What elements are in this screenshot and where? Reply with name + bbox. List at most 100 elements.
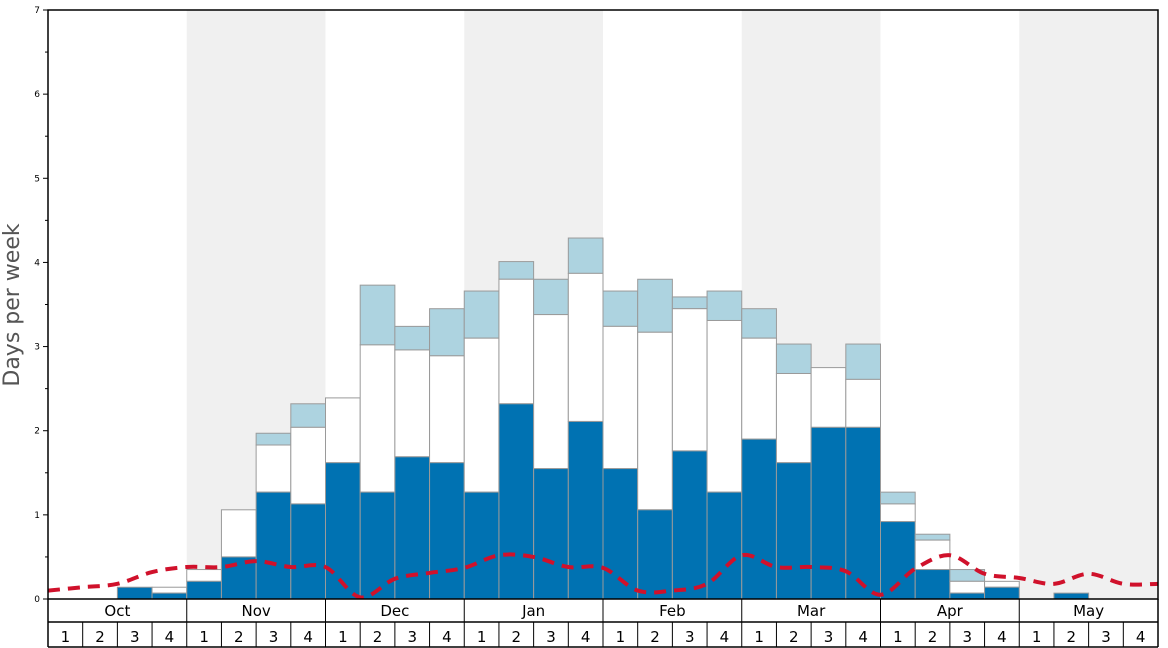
bar-base-segment xyxy=(533,468,569,600)
bar-mid-segment xyxy=(845,378,881,428)
month-label: Jan xyxy=(521,602,545,620)
week-label: 3 xyxy=(130,628,140,646)
y-tick-label: 6 xyxy=(34,90,40,100)
bar-mid-segment xyxy=(984,580,1020,588)
bar-mid-segment xyxy=(290,426,326,505)
month-band xyxy=(1019,10,1158,599)
bar-base-segment xyxy=(984,586,1020,600)
bar-mid-segment xyxy=(741,337,777,440)
bar-base-segment xyxy=(949,592,986,600)
month-label: Mar xyxy=(797,602,826,620)
bar-base-segment xyxy=(845,426,881,600)
week-label: 4 xyxy=(720,628,730,646)
week-label: 3 xyxy=(407,628,417,646)
week-label: 2 xyxy=(512,628,522,646)
bar-base-segment xyxy=(463,491,500,600)
bar-mid-segment xyxy=(533,314,569,470)
week-label: 3 xyxy=(269,628,279,646)
bar-mid-segment xyxy=(498,278,535,405)
week-label: 4 xyxy=(581,628,591,646)
bar-top-segment xyxy=(637,278,673,333)
y-tick-label: 3 xyxy=(34,343,40,353)
week-label: 2 xyxy=(650,628,660,646)
bar-top-segment xyxy=(359,284,396,346)
bar-base-segment xyxy=(880,521,916,600)
bar-top-segment xyxy=(671,296,708,310)
bar-base-segment xyxy=(671,450,708,600)
week-label: 4 xyxy=(1136,628,1146,646)
bar-top-segment xyxy=(498,261,535,280)
bar-base-segment xyxy=(498,403,535,600)
week-label: 1 xyxy=(893,628,903,646)
week-label: 2 xyxy=(928,628,938,646)
bar-base-segment xyxy=(325,462,361,600)
bar-mid-segment xyxy=(325,397,361,464)
bar-mid-segment xyxy=(671,308,708,452)
bar-base-segment xyxy=(290,503,326,600)
bar-mid-segment xyxy=(394,349,431,458)
month-label: Feb xyxy=(659,602,686,620)
bar-mid-segment xyxy=(255,444,292,493)
bar-base-segment xyxy=(741,438,777,600)
bar-top-segment xyxy=(533,278,569,316)
y-tick-label: 2 xyxy=(34,427,40,437)
bar-top-segment xyxy=(463,290,500,339)
bar-base-segment xyxy=(775,462,812,600)
week-label: 2 xyxy=(1067,628,1077,646)
bar-top-segment xyxy=(914,533,951,541)
bars xyxy=(116,237,1090,600)
week-label: 3 xyxy=(546,628,556,646)
bar-mid-segment xyxy=(359,344,396,493)
bar-base-segment xyxy=(255,491,292,600)
bar-top-segment xyxy=(845,343,881,380)
bar-base-segment xyxy=(186,580,222,600)
bar-top-segment xyxy=(775,343,812,374)
week-label: 3 xyxy=(1101,628,1111,646)
week-label: 2 xyxy=(373,628,383,646)
bar-top-segment xyxy=(602,290,639,327)
week-label: 2 xyxy=(95,628,105,646)
week-label: 1 xyxy=(199,628,209,646)
bar-mid-segment xyxy=(567,272,604,422)
bar-top-segment xyxy=(567,237,604,274)
week-label: 3 xyxy=(685,628,695,646)
bar-mid-segment xyxy=(880,503,916,523)
average-line-path xyxy=(47,552,1159,600)
bar-mid-segment xyxy=(637,331,673,511)
bar-top-segment xyxy=(706,290,743,321)
week-label: 2 xyxy=(789,628,799,646)
y-axis-label: Days per week xyxy=(0,223,25,386)
x-axis: Oct Nov Dec Jan Feb Mar Apr May 1 2 3 4 1 2 3 4 1 2 3 4 1 2 3 4… xyxy=(47,599,1159,648)
week-label: 1 xyxy=(477,628,487,646)
bar-base-segment xyxy=(394,456,431,600)
week-label: 2 xyxy=(234,628,244,646)
bar-mid-segment xyxy=(220,509,257,558)
y-tick-label: 0 xyxy=(34,595,40,605)
bar-mid-segment xyxy=(429,355,465,464)
week-label: 4 xyxy=(303,628,313,646)
bar-mid-segment xyxy=(151,586,188,594)
y-tick-label: 5 xyxy=(34,174,40,184)
month-label: May xyxy=(1073,602,1104,620)
week-label: 1 xyxy=(338,628,348,646)
month-label: Apr xyxy=(937,602,964,620)
month-label: Dec xyxy=(380,602,409,620)
week-label: 1 xyxy=(754,628,764,646)
bar-base-segment xyxy=(1053,592,1090,600)
bar-base-segment xyxy=(914,569,951,600)
bar-base-segment xyxy=(810,426,847,600)
bar-top-segment xyxy=(394,325,431,351)
month-label: Nov xyxy=(241,602,270,620)
bar-base-segment xyxy=(429,462,465,600)
week-label: 4 xyxy=(442,628,452,646)
bar-top-segment xyxy=(880,491,916,505)
month-label: Oct xyxy=(104,602,130,620)
bar-base-segment xyxy=(637,509,673,600)
y-tick-label: 4 xyxy=(34,258,40,268)
y-tick-label: 1 xyxy=(34,511,40,521)
bar-base-segment xyxy=(151,592,188,600)
bar-mid-segment xyxy=(706,319,743,493)
bar-top-segment xyxy=(741,308,777,339)
bar-mid-segment xyxy=(775,372,812,464)
